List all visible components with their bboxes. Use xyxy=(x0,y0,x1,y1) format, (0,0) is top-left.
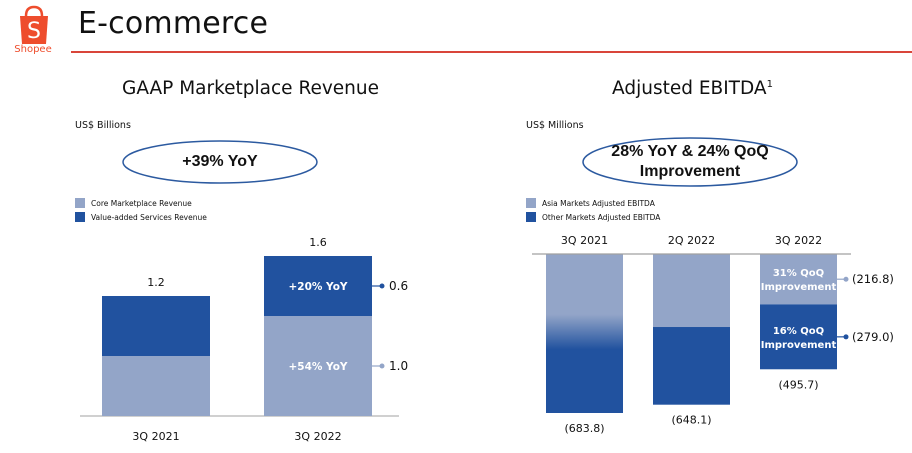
legend-label-core: Core Marketplace Revenue xyxy=(91,198,192,208)
footnote-marker: 1 xyxy=(766,78,773,90)
legend-item-asia: Asia Markets Adjusted EBITDA xyxy=(526,196,660,210)
side-label-vas: 0.6 xyxy=(389,279,408,293)
side-dot-asia xyxy=(843,276,849,282)
segment-label-core: +54% YoY xyxy=(288,361,347,373)
x-tick-label: 3Q 2022 xyxy=(294,430,341,443)
revenue-callout-ellipse xyxy=(122,140,318,184)
segment-label-asia-2: Improvement xyxy=(761,282,837,293)
bar-asia-2 xyxy=(760,254,837,305)
total-label: (495.7) xyxy=(778,378,818,391)
x-tick-label: 3Q 2021 xyxy=(561,234,608,247)
bar-asia-1 xyxy=(653,254,730,328)
legend-swatch-other xyxy=(526,212,536,222)
legend-item-core: Core Marketplace Revenue xyxy=(75,196,207,210)
legend-swatch-vas xyxy=(75,212,85,222)
legend-swatch-asia xyxy=(526,198,536,208)
side-dot-other xyxy=(843,334,849,340)
bar-other-1 xyxy=(653,327,730,405)
total-label: (648.1) xyxy=(671,414,711,427)
ebitda-callout-ellipse xyxy=(582,137,798,187)
ebitda-callout-line-1: 28% YoY & 24% QoQ xyxy=(611,143,769,160)
total-label: 1.6 xyxy=(309,236,327,249)
legend-label-vas: Value-added Services Revenue xyxy=(91,212,207,222)
side-dot-core xyxy=(379,363,385,369)
revenue-legend: Core Marketplace Revenue Value-added Ser… xyxy=(75,196,207,224)
legend-label-asia: Asia Markets Adjusted EBITDA xyxy=(542,198,655,208)
side-label-core: 1.0 xyxy=(389,359,408,373)
logo-text: Shopee xyxy=(14,44,52,55)
ebitda-callout-text: 28% YoY & 24% QoQ Improvement xyxy=(580,142,800,182)
ebitda-title-text: Adjusted EBITDA xyxy=(612,78,767,99)
title-divider xyxy=(71,51,912,53)
svg-text:S: S xyxy=(27,19,41,44)
bar-core-0 xyxy=(102,356,210,416)
x-tick-label: 3Q 2022 xyxy=(775,234,822,247)
ebitda-chart-title: Adjusted EBITDA1 xyxy=(612,78,773,99)
bar-other-2 xyxy=(760,304,837,370)
page-title: E-commerce xyxy=(78,6,269,41)
side-label-other: (279.0) xyxy=(852,330,894,344)
x-tick-label: 3Q 2021 xyxy=(132,430,179,443)
side-dot-vas xyxy=(379,283,385,289)
ebitda-callout-line-2: Improvement xyxy=(639,163,741,180)
shopee-logo-icon: S xyxy=(20,5,48,44)
revenue-chart-title: GAAP Marketplace Revenue xyxy=(122,78,380,99)
legend-item-vas: Value-added Services Revenue xyxy=(75,210,207,224)
total-label: 1.2 xyxy=(147,276,165,289)
bar-vas-1 xyxy=(264,256,372,316)
bar-core-1 xyxy=(264,316,372,416)
segment-label-asia-1: 31% QoQ xyxy=(773,268,824,279)
bar-vas-0 xyxy=(102,296,210,356)
segment-label-other-1: 16% QoQ xyxy=(773,326,824,337)
ebitda-unit-label: US$ Millions xyxy=(526,120,584,131)
segment-label-other-2: Improvement xyxy=(761,340,837,351)
segment-label-vas: +20% YoY xyxy=(288,281,347,293)
legend-label-other: Other Markets Adjusted EBITDA xyxy=(542,212,661,222)
side-label-asia: (216.8) xyxy=(852,272,894,286)
bar-blended-0 xyxy=(546,254,623,413)
revenue-callout-text: +39% YoY xyxy=(182,153,258,170)
legend-item-other: Other Markets Adjusted EBITDA xyxy=(526,210,660,224)
total-label: (683.8) xyxy=(564,422,604,435)
revenue-unit-label: US$ Billions xyxy=(75,120,131,131)
x-tick-label: 2Q 2022 xyxy=(668,234,715,247)
legend-swatch-core xyxy=(75,198,85,208)
ebitda-legend: Asia Markets Adjusted EBITDA Other Marke… xyxy=(526,196,660,224)
